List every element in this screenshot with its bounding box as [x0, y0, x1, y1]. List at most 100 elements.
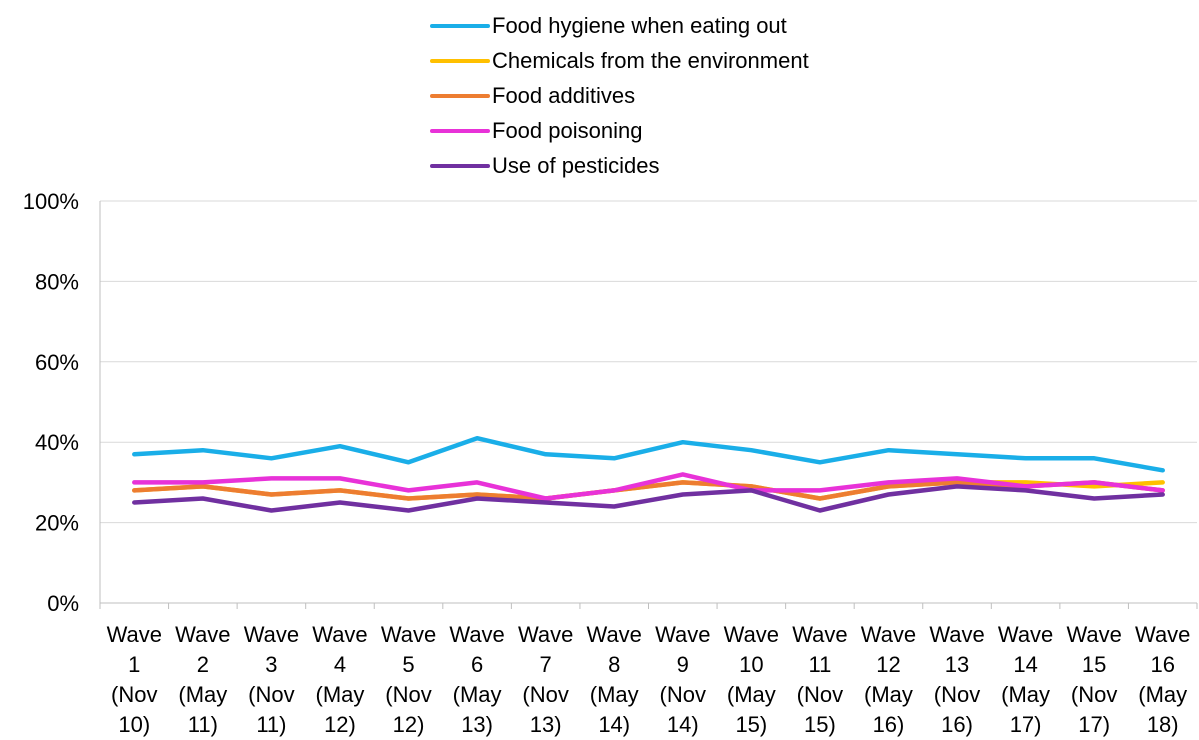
x-tick-label-line: (Nov	[934, 682, 980, 707]
x-tick-label-line: 12	[876, 652, 900, 677]
x-tick-label-line: (May	[727, 682, 776, 707]
x-tick-label-line: 15)	[735, 712, 767, 737]
x-tick-label-line: 10)	[118, 712, 150, 737]
x-tick-label-line: (Nov	[248, 682, 294, 707]
x-tick-label-line: (Nov	[111, 682, 157, 707]
legend-swatch	[430, 93, 490, 98]
x-tick-label: Wave 6 (May 13)	[449, 622, 504, 737]
series-line-4	[132, 472, 1165, 501]
x-tick-label-line: 16	[1150, 652, 1174, 677]
x-tick-label-line: Wave	[929, 622, 984, 647]
legend-swatch	[430, 58, 490, 63]
x-tick-label-line: 17)	[1010, 712, 1042, 737]
x-tick-label: Wave 15 (Nov 17)	[1066, 622, 1121, 737]
x-tick-label-line: (Nov	[522, 682, 568, 707]
x-tick-label: Wave 10 (May 15)	[724, 622, 779, 737]
y-tick-label: 40%	[35, 430, 79, 455]
x-tick-label-line: 10	[739, 652, 763, 677]
x-tick-label-line: (May	[590, 682, 639, 707]
x-tick-label-line: 15	[1082, 652, 1106, 677]
x-tick-label-line: 15)	[804, 712, 836, 737]
x-tick-label-line: Wave	[449, 622, 504, 647]
x-tick-label-line: (May	[1138, 682, 1187, 707]
x-tick-label-line: Wave	[724, 622, 779, 647]
x-tick-label-line: Wave	[587, 622, 642, 647]
x-tick-label-line: 16)	[941, 712, 973, 737]
legend-item: Food hygiene when eating out	[430, 8, 809, 43]
x-tick-label-line: 17)	[1078, 712, 1110, 737]
y-tick-label: 60%	[35, 350, 79, 375]
x-tick-label: Wave 9 (Nov 14)	[655, 622, 710, 737]
series-line-5	[132, 484, 1165, 513]
x-tick-label-line: (May	[1001, 682, 1050, 707]
y-tick-label: 100%	[23, 189, 79, 214]
x-tick-label-line: 2	[197, 652, 209, 677]
x-tick-label-line: 5	[402, 652, 414, 677]
x-tick-label-line: 9	[677, 652, 689, 677]
legend-label: Use of pesticides	[492, 152, 660, 178]
x-tick-label: Wave 3 (Nov 11)	[244, 622, 299, 737]
x-tick-label-line: 1	[128, 652, 140, 677]
x-tick-label: Wave 12 (May 16)	[861, 622, 916, 737]
x-tick-label-line: (May	[864, 682, 913, 707]
x-tick-label-line: 13)	[461, 712, 493, 737]
legend-label: Chemicals from the environment	[492, 47, 809, 73]
x-tick-label-line: 13)	[530, 712, 562, 737]
y-tick-label: 0%	[47, 591, 79, 616]
y-tick-label: 20%	[35, 511, 79, 536]
x-tick-label: Wave 13 (Nov 16)	[929, 622, 984, 737]
x-tick-label: Wave 4 (May 12)	[312, 622, 367, 737]
x-tick-label-line: Wave	[1135, 622, 1190, 647]
x-tick-label-line: 7	[540, 652, 552, 677]
x-tick-label: Wave 2 (May 11)	[175, 622, 230, 737]
x-tick-label-line: 13	[945, 652, 969, 677]
legend-swatch	[430, 128, 490, 133]
x-tick-label-line: 14)	[667, 712, 699, 737]
x-tick-label-line: (May	[178, 682, 227, 707]
x-tick-label-line: (May	[316, 682, 365, 707]
legend-item: Food additives	[430, 78, 809, 113]
x-tick-label-line: Wave	[861, 622, 916, 647]
legend-item: Chemicals from the environment	[430, 43, 809, 78]
legend-item: Food poisoning	[430, 113, 809, 148]
x-tick-label: Wave 1 (Nov 10)	[107, 622, 162, 737]
x-tick-label-line: Wave	[998, 622, 1053, 647]
legend-label: Food poisoning	[492, 117, 643, 143]
x-tick-label-line: Wave	[312, 622, 367, 647]
x-tick-label-line: (Nov	[385, 682, 431, 707]
x-tick-label-line: 4	[334, 652, 346, 677]
x-tick-label-line: 3	[265, 652, 277, 677]
legend-swatch	[430, 23, 490, 28]
chart-legend: Food hygiene when eating out Chemicals fr…	[430, 8, 809, 183]
x-tick-label-line: (Nov	[797, 682, 843, 707]
x-tick-label-line: (Nov	[660, 682, 706, 707]
x-tick-label-line: Wave	[381, 622, 436, 647]
legend-label: Food hygiene when eating out	[492, 12, 787, 38]
x-tick-label-line: 11)	[256, 712, 286, 737]
x-tick-label: Wave 8 (May 14)	[587, 622, 642, 737]
x-tick-label: Wave 11 (Nov 15)	[792, 622, 847, 737]
x-tick-label-line: Wave	[1066, 622, 1121, 647]
x-tick-label-line: Wave	[655, 622, 710, 647]
legend-label: Food additives	[492, 82, 636, 108]
x-tick-label-line: 14)	[598, 712, 630, 737]
y-tick-label: 80%	[35, 269, 79, 294]
x-tick-label: Wave 14 (May 17)	[998, 622, 1053, 737]
x-tick-label-line: (May	[453, 682, 502, 707]
x-tick-label: Wave 7 (Nov 13)	[518, 622, 573, 737]
x-tick-label-line: 6	[471, 652, 483, 677]
x-tick-label-line: 16)	[873, 712, 905, 737]
x-tick-label: Wave 16 (May 18)	[1135, 622, 1190, 737]
x-tick-label-line: 18)	[1147, 712, 1179, 737]
x-tick-label-line: 8	[608, 652, 620, 677]
x-tick-label-line: (Nov	[1071, 682, 1117, 707]
x-tick-label-line: Wave	[518, 622, 573, 647]
x-tick-label-line: 11	[808, 652, 831, 677]
legend-item: Use of pesticides	[430, 148, 809, 183]
x-tick-label-line: Wave	[244, 622, 299, 647]
x-tick-label: Wave 5 (Nov 12)	[381, 622, 436, 737]
x-tick-label-line: 12)	[324, 712, 356, 737]
x-tick-label-line: Wave	[175, 622, 230, 647]
series-line-1	[132, 435, 1165, 473]
